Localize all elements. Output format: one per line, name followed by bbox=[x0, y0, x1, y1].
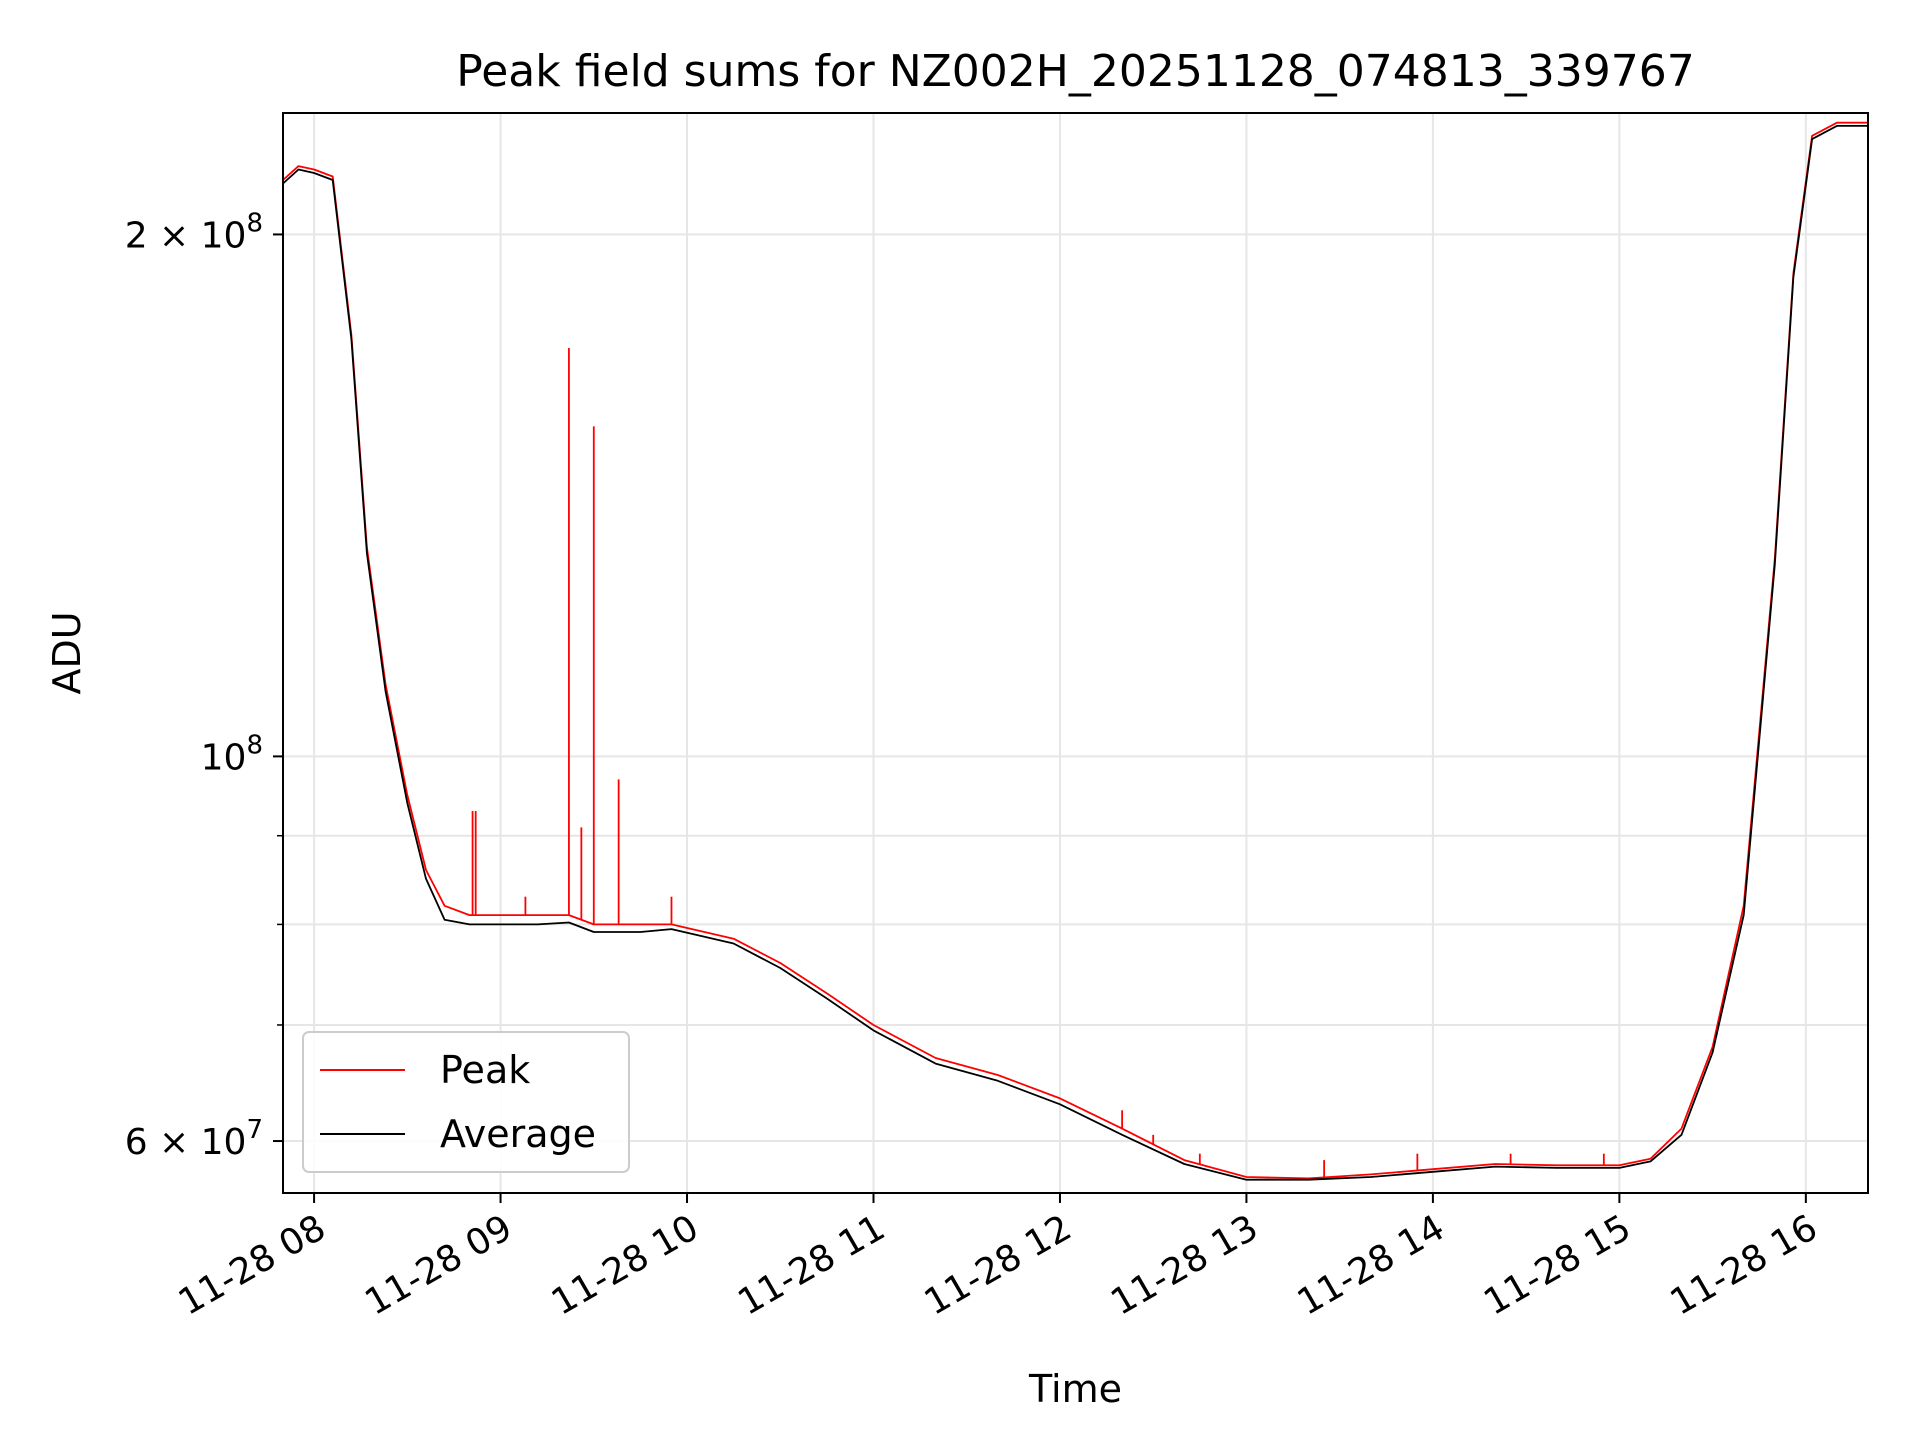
series-line-peak bbox=[282, 121, 1868, 1180]
legend: Peak Average bbox=[302, 1031, 630, 1173]
series-line-average bbox=[282, 125, 1868, 1181]
y-tick-label: 6 × 107 bbox=[125, 1115, 263, 1163]
y-axis-label: ADU bbox=[45, 611, 89, 694]
axes-frame bbox=[282, 112, 1869, 1194]
legend-label: Peak bbox=[440, 1048, 530, 1092]
chart-title: Peak field sums for NZ002H_20251128_0748… bbox=[456, 46, 1694, 97]
legend-label: Average bbox=[440, 1112, 596, 1156]
x-axis-label: Time bbox=[1028, 1367, 1122, 1411]
plot-lines bbox=[282, 121, 1868, 1181]
grid bbox=[283, 113, 1868, 1193]
y-tick-label: 2 × 108 bbox=[125, 208, 263, 256]
y-tick-label: 108 bbox=[201, 730, 263, 778]
legend-box bbox=[302, 1031, 630, 1173]
